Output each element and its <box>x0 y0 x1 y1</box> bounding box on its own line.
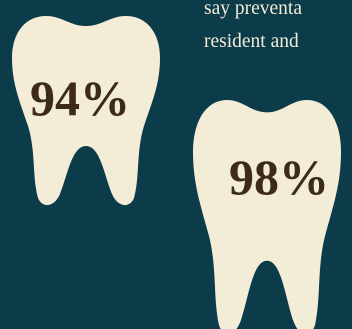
tooth-icon <box>6 16 166 206</box>
stat-value: 98% <box>229 149 329 205</box>
caption-line-1: say preventa <box>204 0 302 19</box>
stat-value: 94% <box>30 70 130 126</box>
tooth-2-shape <box>193 100 341 329</box>
tooth-1-shape <box>12 16 160 206</box>
tooth-icon <box>187 100 347 329</box>
caption-text: say preventa resident and <box>204 0 352 58</box>
caption-line-2: resident and <box>204 31 299 52</box>
